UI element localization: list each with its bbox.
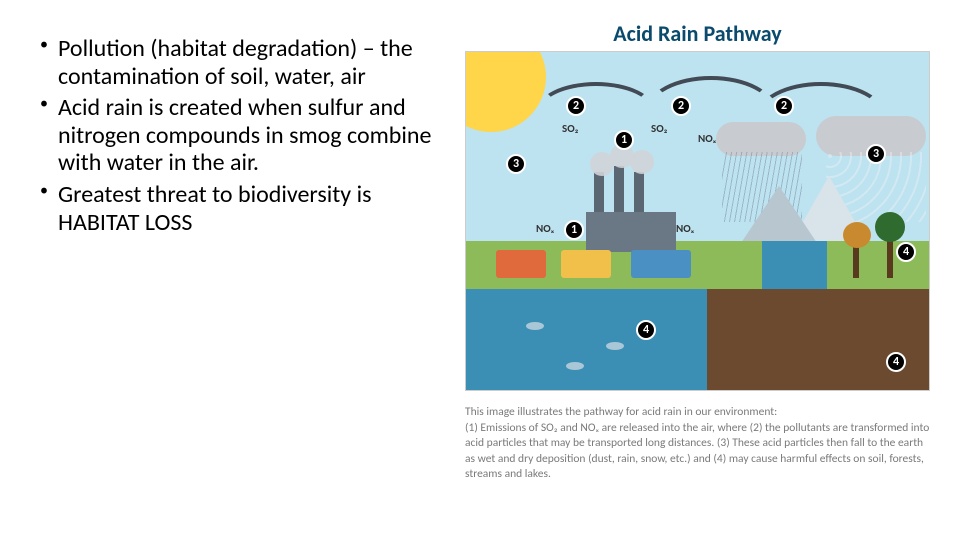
- water-region: [466, 289, 707, 390]
- label-so2: SO₂: [562, 122, 578, 135]
- bullet-list: Pollution (habitat degradation) – the co…: [40, 35, 445, 236]
- step-badge: 4: [636, 320, 656, 340]
- bullet-text: Acid rain is created when sulfur and nit…: [58, 93, 431, 177]
- truck-icon: [496, 250, 546, 278]
- tree-foliage-icon: [843, 222, 871, 248]
- smoke-icon: [630, 150, 654, 174]
- bullet-item: Acid rain is created when sulfur and nit…: [40, 94, 445, 177]
- acid-rain-diagram: SO₂ SO₂ NOₓ NOₓ NOₓ 1 1 2 2 2 3 3 4 4 4: [465, 51, 930, 391]
- smokestack-icon: [634, 172, 644, 212]
- step-badge: 3: [866, 144, 886, 164]
- bullet-text: Pollution (habitat degradation) – the co…: [58, 34, 413, 91]
- fish-icon: [526, 322, 544, 330]
- tree-icon: [853, 244, 859, 278]
- step-badge: 4: [896, 242, 916, 262]
- transport-arrow: [536, 82, 656, 142]
- mountain-icon: [739, 186, 819, 246]
- label-nox: NOₓ: [698, 132, 716, 145]
- label-nox: NOₓ: [536, 222, 554, 235]
- step-badge: 2: [566, 96, 586, 116]
- soil-region: [707, 289, 929, 390]
- diagram-caption: This image illustrates the pathway for a…: [465, 405, 930, 483]
- text-column: Pollution (habitat degradation) – the co…: [0, 0, 455, 540]
- tree-icon: [887, 238, 893, 278]
- tree-foliage-icon: [875, 212, 905, 242]
- truck-icon: [631, 250, 691, 278]
- factory-icon: [586, 212, 676, 252]
- step-badge: 1: [614, 130, 634, 150]
- step-badge: 4: [886, 352, 906, 372]
- diagram-title: Acid Rain Pathway: [465, 20, 930, 47]
- bullet-item: Pollution (habitat degradation) – the co…: [40, 35, 445, 90]
- label-nox: NOₓ: [676, 222, 694, 235]
- step-badge: 2: [774, 96, 794, 116]
- caption-body: (1) Emissions of SO₂ and NOₓ are release…: [465, 421, 929, 482]
- step-badge: 3: [506, 154, 526, 174]
- caption-lead: This image illustrates the pathway for a…: [465, 405, 930, 421]
- smokestack-icon: [614, 166, 624, 212]
- bullet-item: Greatest threat to biodiversity is HABIT…: [40, 181, 445, 236]
- fish-icon: [566, 362, 584, 370]
- truck-icon: [561, 250, 611, 278]
- step-badge: 2: [671, 96, 691, 116]
- fish-icon: [606, 342, 624, 350]
- diagram-column: Acid Rain Pathway: [455, 0, 960, 540]
- label-so2: SO₂: [651, 122, 667, 135]
- bullet-text: Greatest threat to biodiversity is HABIT…: [58, 180, 372, 237]
- step-badge: 1: [564, 220, 584, 240]
- smokestack-icon: [594, 172, 604, 212]
- cloud-icon: [716, 122, 806, 156]
